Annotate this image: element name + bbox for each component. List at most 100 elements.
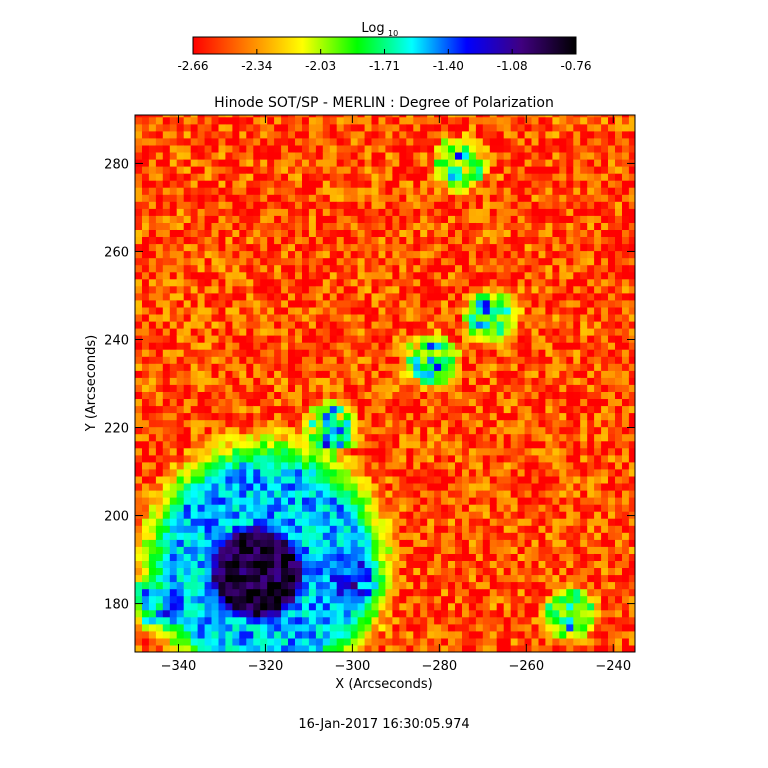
heatmap-cell <box>218 299 227 308</box>
heatmap-cell <box>315 623 324 632</box>
heatmap-cell <box>336 645 345 652</box>
heatmap-cell <box>315 525 324 533</box>
heatmap-cell <box>162 123 171 132</box>
heatmap-cell <box>260 616 268 625</box>
heatmap-cell <box>475 159 484 167</box>
heatmap-cell <box>427 405 435 414</box>
heatmap-cell <box>148 314 157 322</box>
heatmap-cell <box>378 187 387 195</box>
heatmap-cell <box>308 475 317 484</box>
heatmap-cell <box>531 229 540 237</box>
heatmap-cell <box>420 637 428 646</box>
heatmap-cell <box>406 229 414 237</box>
heatmap-cell <box>274 630 282 639</box>
heatmap-cell <box>190 497 199 505</box>
heatmap-cell <box>455 504 463 512</box>
heatmap-cell <box>441 426 449 435</box>
heatmap-cell <box>274 159 282 167</box>
heatmap-cell <box>225 426 233 435</box>
heatmap-cell <box>378 299 387 308</box>
heatmap-cell <box>260 398 268 407</box>
heatmap-cell <box>162 257 171 266</box>
heatmap-cell <box>204 630 213 639</box>
heatmap-cell <box>413 377 421 385</box>
heatmap-cell <box>552 173 560 181</box>
heatmap-cell <box>524 483 533 491</box>
heatmap-cell <box>176 137 185 146</box>
heatmap-cell <box>183 208 192 216</box>
heatmap-cell <box>538 229 547 237</box>
heatmap-cell <box>510 483 519 491</box>
heatmap-cell <box>503 567 512 576</box>
heatmap-cell <box>142 504 150 512</box>
heatmap-cell <box>441 314 449 322</box>
heatmap-cell <box>302 306 310 315</box>
heatmap-cell <box>322 483 331 491</box>
heatmap-cell <box>308 468 317 477</box>
heatmap-cell <box>232 490 240 498</box>
heatmap-cell <box>482 236 491 245</box>
heatmap-cell <box>538 461 547 470</box>
heatmap-cell <box>308 405 317 414</box>
heatmap-cell <box>239 159 247 167</box>
heatmap-cell <box>545 391 553 399</box>
heatmap-cell <box>211 377 220 385</box>
heatmap-cell <box>580 461 588 470</box>
heatmap-cell <box>545 173 553 181</box>
heatmap-cell <box>148 137 157 146</box>
heatmap-cell <box>225 370 233 378</box>
heatmap-cell <box>155 504 164 512</box>
heatmap-cell <box>281 159 289 167</box>
heatmap-cell <box>566 546 574 554</box>
heatmap-cell <box>364 187 373 195</box>
heatmap-cell <box>559 504 567 512</box>
heatmap-cell <box>580 602 588 611</box>
heatmap-cell <box>427 285 435 294</box>
heatmap-cell <box>246 123 254 132</box>
heatmap-cell <box>308 454 317 463</box>
heatmap-cell <box>239 546 247 554</box>
heatmap-cell <box>552 490 560 498</box>
heatmap-cell <box>371 645 380 652</box>
heatmap-cell <box>267 609 275 618</box>
heatmap-cell <box>239 130 247 139</box>
heatmap-cell <box>232 461 240 470</box>
heatmap-cell <box>232 130 240 139</box>
heatmap-cell <box>142 299 150 308</box>
heatmap-cell <box>308 314 317 322</box>
heatmap-cell <box>246 602 254 611</box>
heatmap-cell <box>392 173 400 181</box>
heatmap-cell <box>302 377 310 385</box>
heatmap-cell <box>176 208 185 216</box>
heatmap-cell <box>573 194 581 202</box>
heatmap-cell <box>489 468 498 477</box>
heatmap-cell <box>420 468 428 477</box>
heatmap-cell <box>148 377 157 385</box>
heatmap-cell <box>288 546 296 554</box>
heatmap-cell <box>448 349 456 357</box>
heatmap-cell <box>148 123 157 132</box>
heatmap-cell <box>239 461 247 470</box>
heatmap-cell <box>274 321 282 329</box>
heatmap-cell <box>448 236 456 245</box>
heatmap-cell <box>218 306 227 315</box>
heatmap-cell <box>308 461 317 470</box>
heatmap-cell <box>489 426 498 435</box>
heatmap-cell <box>253 497 261 505</box>
heatmap-cell <box>308 391 317 399</box>
heatmap-cell <box>336 475 345 484</box>
heatmap-cell <box>142 616 150 625</box>
heatmap-cell <box>566 292 574 301</box>
heatmap-cell <box>218 602 227 611</box>
heatmap-cell <box>329 349 338 357</box>
heatmap-cell <box>378 539 387 547</box>
heatmap-cell <box>524 504 533 512</box>
heatmap-cell <box>197 137 206 146</box>
heatmap-cell <box>176 595 185 604</box>
heatmap-cell <box>336 342 345 350</box>
heatmap-cell <box>288 116 296 125</box>
heatmap-cell <box>448 504 456 512</box>
heatmap-cell <box>510 440 519 449</box>
heatmap-cell <box>573 271 581 280</box>
heatmap-cell <box>155 637 164 646</box>
